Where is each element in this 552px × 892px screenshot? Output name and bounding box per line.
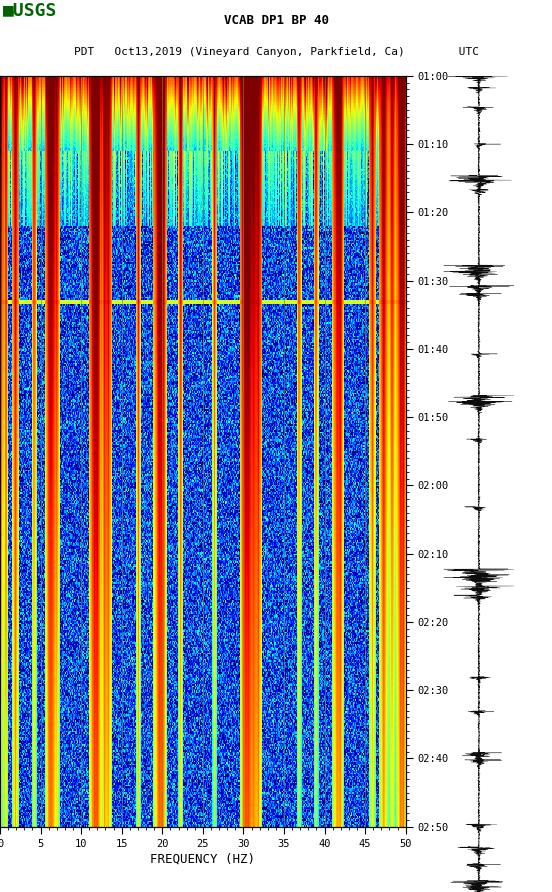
- Text: ■USGS: ■USGS: [3, 2, 57, 20]
- Text: FREQUENCY (HZ): FREQUENCY (HZ): [150, 853, 256, 866]
- Text: VCAB DP1 BP 40: VCAB DP1 BP 40: [224, 13, 328, 27]
- Text: PDT   Oct13,2019 (Vineyard Canyon, Parkfield, Ca)        UTC: PDT Oct13,2019 (Vineyard Canyon, Parkfie…: [73, 47, 479, 57]
